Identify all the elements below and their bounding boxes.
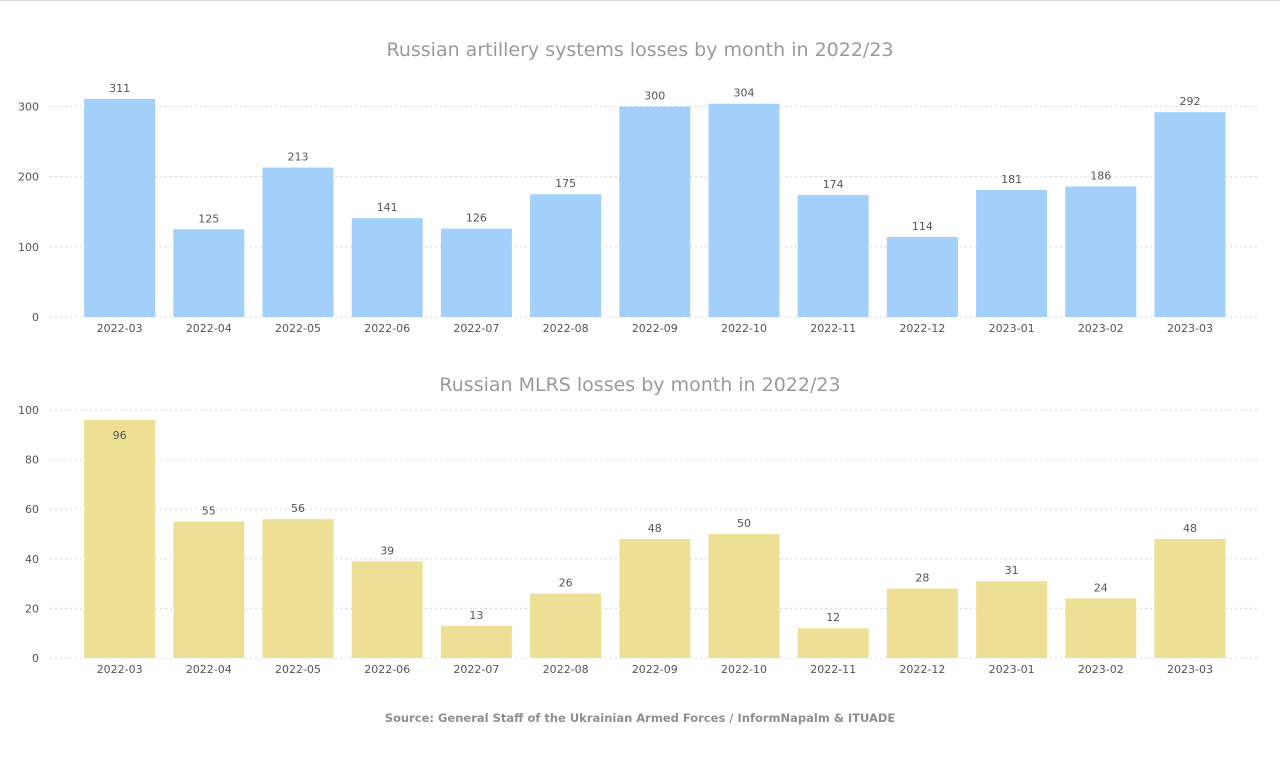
mlrs-x-tick-label: 2022-07 — [453, 663, 499, 676]
artillery-x-tick-label: 2022-04 — [186, 322, 232, 335]
artillery-bar — [173, 229, 245, 317]
source-note: Source: General Staff of the Ukrainian A… — [384, 711, 896, 725]
mlrs-x-tick-label: 2022-03 — [97, 663, 143, 676]
mlrs-bar — [173, 521, 245, 658]
mlrs-x-tick-label: 2023-02 — [1078, 663, 1124, 676]
mlrs-y-tick-label: 20 — [25, 602, 39, 615]
mlrs-bar — [976, 581, 1048, 658]
mlrs-x-tick-label: 2022-06 — [364, 663, 410, 676]
artillery-data-label: 141 — [377, 201, 398, 214]
mlrs-x-tick-label: 2022-08 — [543, 663, 589, 676]
artillery-y-tick-label: 0 — [32, 311, 39, 324]
artillery-data-label: 186 — [1090, 170, 1111, 183]
mlrs-data-label: 31 — [1005, 564, 1019, 577]
mlrs-x-tick-label: 2022-04 — [186, 663, 232, 676]
mlrs-x-tick-label: 2023-01 — [989, 663, 1035, 676]
artillery-data-label: 181 — [1001, 173, 1022, 186]
artillery-bar — [530, 194, 602, 317]
artillery-x-tick-label: 2023-02 — [1078, 322, 1124, 335]
artillery-bar — [262, 167, 334, 317]
artillery-bar — [797, 194, 869, 317]
artillery-x-tick-label: 2022-09 — [632, 322, 678, 335]
mlrs-bar — [440, 625, 512, 658]
mlrs-x-tick-label: 2022-11 — [810, 663, 856, 676]
mlrs-data-label: 48 — [648, 522, 662, 535]
artillery-data-label: 304 — [734, 87, 755, 100]
artillery-bar — [976, 190, 1048, 317]
artillery-x-tick-label: 2022-03 — [97, 322, 143, 335]
mlrs-data-label: 28 — [915, 572, 929, 585]
artillery-x-tick-label: 2022-05 — [275, 322, 321, 335]
mlrs-data-label: 56 — [291, 502, 305, 515]
mlrs-y-tick-label: 60 — [25, 503, 39, 516]
artillery-bar — [708, 103, 780, 317]
artillery-bar — [886, 237, 958, 317]
mlrs-x-tick-label: 2022-10 — [721, 663, 767, 676]
artillery-x-tick-label: 2022-07 — [453, 322, 499, 335]
artillery-bar — [619, 106, 691, 317]
artillery-data-label: 292 — [1180, 95, 1201, 108]
artillery-data-label: 174 — [823, 178, 844, 191]
mlrs-data-label: 24 — [1094, 581, 1108, 594]
mlrs-bar — [1065, 598, 1137, 658]
mlrs-chart-title: Russian MLRS losses by month in 2022/23 — [439, 374, 841, 396]
artillery-x-tick-label: 2022-10 — [721, 322, 767, 335]
artillery-data-label: 300 — [644, 90, 665, 103]
artillery-x-tick-label: 2022-08 — [543, 322, 589, 335]
artillery-data-label: 213 — [288, 151, 309, 164]
artillery-y-tick-label: 100 — [18, 241, 39, 254]
mlrs-bar — [351, 561, 423, 658]
artillery-data-label: 311 — [109, 82, 130, 95]
artillery-y-tick-label: 200 — [18, 171, 39, 184]
mlrs-x-tick-label: 2023-03 — [1167, 663, 1213, 676]
mlrs-bar-chart: 0 20 40 60 80 100 96 2022-03 55 2022-04 56 2022-05 3… — [18, 404, 1258, 676]
artillery-bar-chart: 0 100 200 300 311 2022-03 125 2022-04 213 2022-05… — [18, 82, 1258, 335]
mlrs-x-tick-label: 2022-05 — [275, 663, 321, 676]
mlrs-data-label: 39 — [380, 544, 394, 557]
mlrs-bar — [262, 519, 334, 658]
artillery-bar — [84, 98, 156, 318]
artillery-chart-title: Russian artillery systems losses by mont… — [386, 39, 894, 61]
artillery-data-label: 125 — [198, 212, 219, 225]
artillery-x-tick-label: 2022-12 — [899, 322, 945, 335]
mlrs-data-label: 13 — [469, 609, 483, 622]
mlrs-x-tick-label: 2022-12 — [899, 663, 945, 676]
mlrs-data-label: 96 — [113, 429, 127, 442]
mlrs-y-tick-label: 40 — [25, 553, 39, 566]
mlrs-bar — [1154, 538, 1226, 658]
artillery-bar — [440, 228, 512, 317]
artillery-x-tick-label: 2022-11 — [810, 322, 856, 335]
artillery-x-tick-label: 2023-03 — [1167, 322, 1213, 335]
mlrs-bar — [530, 593, 602, 658]
artillery-x-tick-label: 2022-06 — [364, 322, 410, 335]
artillery-bar — [1154, 112, 1226, 317]
artillery-data-label: 126 — [466, 212, 487, 225]
artillery-bar — [1065, 186, 1137, 317]
mlrs-bar — [708, 534, 780, 658]
artillery-data-label: 114 — [912, 220, 933, 233]
mlrs-bar — [84, 419, 156, 658]
artillery-y-tick-label: 300 — [18, 101, 39, 114]
mlrs-x-tick-label: 2022-09 — [632, 663, 678, 676]
mlrs-y-tick-label: 100 — [18, 404, 39, 417]
mlrs-y-tick-label: 0 — [32, 652, 39, 665]
mlrs-data-label: 55 — [202, 505, 216, 518]
mlrs-y-tick-label: 80 — [25, 454, 39, 467]
artillery-data-label: 175 — [555, 177, 576, 190]
mlrs-data-label: 12 — [826, 611, 840, 624]
artillery-bar — [351, 218, 423, 317]
mlrs-data-label: 26 — [559, 577, 573, 590]
mlrs-data-label: 50 — [737, 517, 751, 530]
mlrs-bar — [619, 538, 691, 658]
mlrs-bar — [797, 628, 869, 658]
mlrs-data-label: 48 — [1183, 522, 1197, 535]
top-border — [0, 0, 1280, 1]
artillery-x-tick-label: 2023-01 — [989, 322, 1035, 335]
mlrs-bar — [886, 588, 958, 658]
